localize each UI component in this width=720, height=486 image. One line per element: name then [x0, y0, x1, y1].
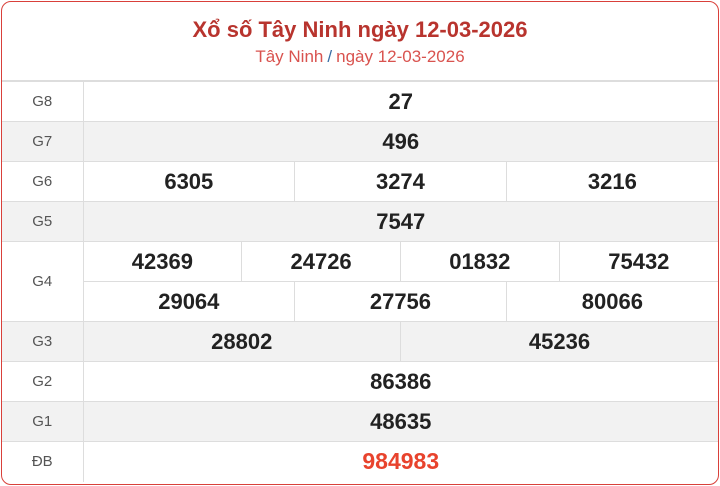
breadcrumb-separator: /	[327, 47, 333, 66]
prize-number: 24726	[241, 241, 401, 282]
prize-number: 27756	[294, 281, 507, 322]
prize-label: G5	[2, 201, 84, 242]
prize-row-special: ĐB 984983	[2, 441, 718, 482]
prize-number: 86386	[82, 361, 718, 402]
prize-number: 27	[82, 81, 718, 122]
prize-number: 3216	[505, 161, 718, 202]
prize-number: 28802	[82, 321, 401, 362]
prize-label: G6	[2, 161, 84, 202]
special-prize-number: 984983	[82, 441, 718, 482]
breadcrumb: Tây Ninh / ngày 12-03-2026	[2, 47, 718, 67]
prize-row-g1: G1 48635	[2, 401, 718, 442]
prize-row-g4: G4 42369 24726 01832 75432	[2, 241, 718, 322]
prize-label: ĐB	[2, 441, 84, 482]
prize-row-g2: G2 86386	[2, 361, 718, 402]
breadcrumb-date[interactable]: ngày 12-03-2026	[336, 47, 465, 66]
prize-number: 496	[82, 121, 718, 162]
prize-number: 7547	[82, 201, 718, 242]
prize-number: 6305	[82, 161, 296, 202]
prize-number: 45236	[399, 321, 718, 362]
prize-number: 80066	[505, 281, 718, 322]
prize-number: 01832	[399, 241, 560, 282]
prize-number: 3274	[294, 161, 507, 202]
prize-number: 42369	[82, 241, 243, 282]
page-title: Xổ số Tây Ninh ngày 12-03-2026	[192, 17, 528, 42]
prize-label: G2	[2, 361, 84, 402]
prize-row-g4-2: 29064 27756 80066	[2, 281, 718, 322]
results-table: G8 27 G7 496 G6 6305 3274 3216 G5 7547 G4 42369…	[2, 81, 718, 482]
prize-label: G4	[2, 241, 84, 322]
prize-label: G1	[2, 401, 84, 442]
header: Xổ số Tây Ninh ngày 12-03-2026 Tây Ninh /…	[2, 2, 718, 81]
prize-row-g3: G3 28802 45236	[2, 321, 718, 362]
prize-number: 29064	[82, 281, 296, 322]
prize-number: 75432	[558, 241, 718, 282]
prize-row-g6: G6 6305 3274 3216	[2, 161, 718, 202]
prize-row-g5: G5 7547	[2, 201, 718, 242]
prize-row-g7: G7 496	[2, 121, 718, 162]
prize-label: G3	[2, 321, 84, 362]
breadcrumb-province[interactable]: Tây Ninh	[255, 47, 324, 66]
prize-label: G7	[2, 121, 84, 162]
prize-label: G8	[2, 81, 84, 122]
prize-number: 48635	[82, 401, 718, 442]
prize-row-g8: G8 27	[2, 81, 718, 122]
